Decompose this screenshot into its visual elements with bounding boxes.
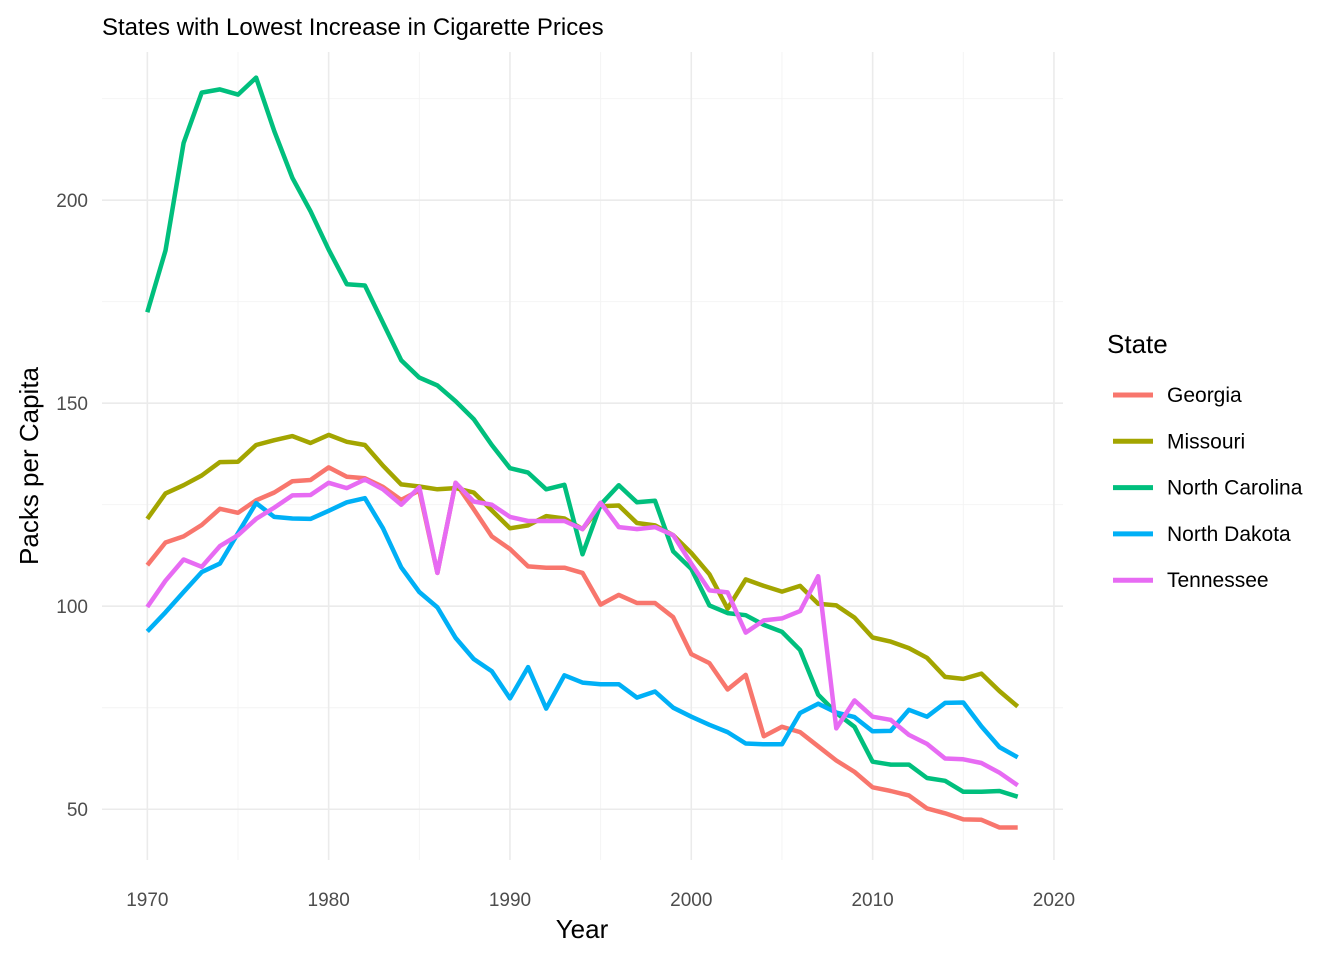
legend-label-north-carolina: North Carolina: [1167, 477, 1303, 500]
legend-title: State: [1107, 329, 1168, 359]
series-line-tennessee: [145, 477, 1019, 788]
x-tick-label: 2020: [1033, 890, 1075, 911]
major-gridlines: [102, 52, 1063, 860]
legend-label-tennessee: Tennessee: [1167, 569, 1269, 592]
y-tick-label: 200: [56, 191, 88, 212]
x-tick-label: 2000: [670, 890, 712, 911]
series-line-north-carolina: [145, 75, 1019, 799]
x-tick-label: 1980: [308, 890, 350, 911]
legend-label-missouri: Missouri: [1167, 430, 1245, 453]
y-axis-ticks: 50 100 150 200: [56, 191, 88, 821]
x-tick-label: 1970: [126, 890, 168, 911]
x-tick-label: 2010: [851, 890, 893, 911]
legend-label-north-dakota: North Dakota: [1167, 523, 1291, 546]
series-lines: [145, 75, 1020, 830]
y-tick-label: 50: [67, 800, 88, 821]
series-line-north-dakota: [145, 495, 1019, 760]
x-tick-label: 1990: [489, 890, 531, 911]
series-line-georgia: [145, 465, 1018, 830]
chart-title: States with Lowest Increase in Cigarette…: [102, 14, 604, 41]
x-axis-ticks: 1970 1980 1990 2000 2010 2020: [126, 890, 1075, 911]
x-axis-title: Year: [556, 914, 609, 944]
minor-gridlines: [102, 52, 1063, 860]
legend: State Georgia Missouri North Carolina North…: [1107, 329, 1303, 592]
y-tick-label: 100: [56, 597, 88, 618]
y-tick-label: 150: [56, 394, 88, 415]
y-axis-title: Packs per Capita: [14, 366, 44, 565]
legend-label-georgia: Georgia: [1167, 384, 1242, 407]
